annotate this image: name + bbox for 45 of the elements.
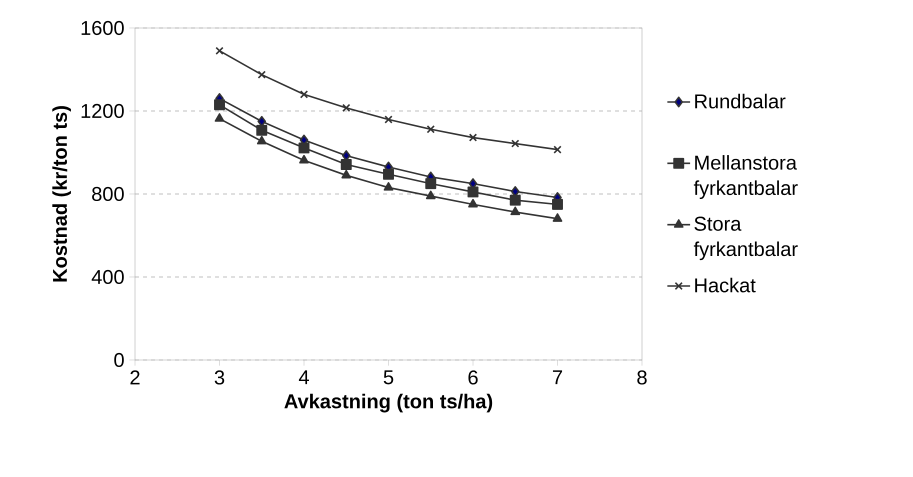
x-tick-label: 5 — [384, 370, 394, 384]
legend-label: Stora fyrkantbalar — [694, 216, 798, 260]
point — [552, 198, 563, 210]
point — [214, 113, 224, 122]
point — [384, 182, 394, 191]
point — [214, 99, 225, 110]
y-tick-label: 0 — [114, 352, 124, 368]
legend-label: Rundbalar — [695, 94, 786, 108]
x-tick-label: 8 — [637, 370, 647, 385]
point — [258, 70, 266, 79]
point — [468, 186, 478, 198]
point — [425, 178, 436, 190]
point — [256, 136, 267, 144]
point — [511, 139, 520, 148]
x-axis-title: Avkastning (ton ts/ha) — [284, 394, 492, 412]
point — [383, 168, 394, 180]
x-tick-label: 2 — [130, 370, 140, 384]
y-axis-title: Kostnad (kr/ton ts) — [52, 106, 71, 282]
point — [468, 133, 478, 142]
point — [215, 46, 224, 55]
point — [341, 170, 352, 178]
x-tick-label: 4 — [298, 370, 309, 384]
y-tick-label: 1200 — [82, 104, 124, 118]
point — [300, 90, 308, 98]
point — [552, 213, 562, 222]
point — [342, 104, 350, 112]
y-tick-label: 400 — [92, 270, 124, 284]
point — [553, 145, 562, 154]
x-tick-label: 7 — [552, 370, 562, 384]
point — [510, 194, 521, 206]
y-tick-label: 800 — [92, 186, 124, 202]
y-tick-label: 1600 — [82, 20, 124, 36]
legend-label: Mellanstora fyrkantbalar — [694, 155, 798, 200]
point — [384, 115, 393, 124]
point — [468, 198, 478, 208]
point — [256, 124, 268, 136]
point — [426, 125, 435, 134]
point — [340, 159, 352, 170]
point — [426, 190, 436, 200]
x-tick-label: 3 — [214, 370, 224, 385]
point — [510, 206, 520, 216]
point — [298, 142, 310, 154]
x-tick-label: 6 — [468, 370, 478, 385]
legend-label: Hackat — [695, 278, 756, 292]
point — [299, 154, 309, 164]
